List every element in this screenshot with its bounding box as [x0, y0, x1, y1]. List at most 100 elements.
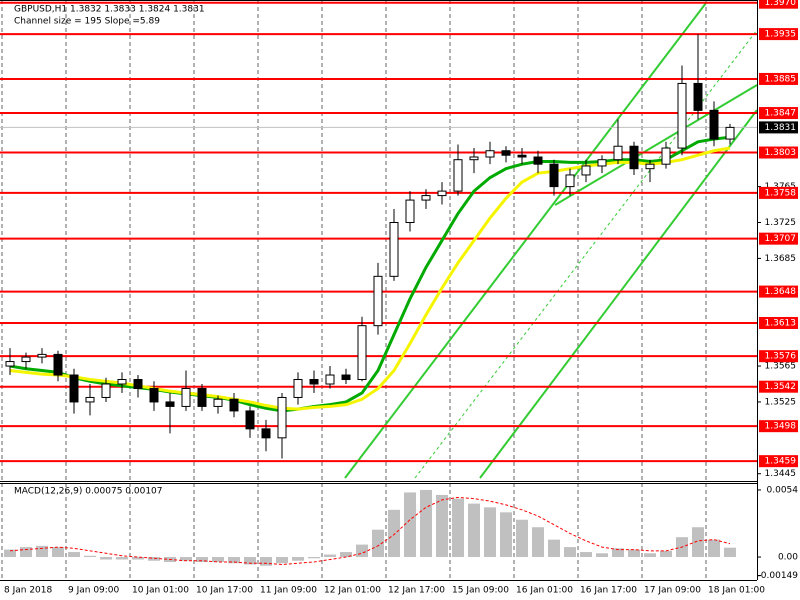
- level-label: 1.3613: [765, 318, 797, 328]
- macd-bar: [324, 554, 336, 558]
- level-label-box: [759, 232, 798, 245]
- last-price-box: [759, 121, 798, 134]
- macd-bar: [404, 492, 416, 558]
- candle-body: [501, 150, 511, 156]
- y-tick-label: 0.0054: [767, 485, 799, 495]
- macd-bar: [84, 555, 96, 558]
- macd-bar: [372, 529, 384, 558]
- x-tick-label: 18 Jan 01:00: [708, 586, 765, 596]
- level-label-box: [759, 186, 798, 199]
- candle-body: [693, 82, 703, 111]
- level-label: 1.3459: [765, 457, 797, 467]
- x-tick-label: 12 Jan 17:00: [388, 586, 445, 596]
- macd-bar: [244, 557, 256, 565]
- macd-bar: [692, 527, 704, 558]
- candle-body: [117, 379, 127, 385]
- candle-body: [485, 150, 495, 158]
- x-tick-label: 16 Jan 17:00: [580, 586, 637, 596]
- level-label-box: [759, 420, 798, 433]
- macd-bar: [308, 557, 320, 559]
- candle-body: [645, 163, 655, 170]
- macd-bar: [20, 547, 32, 558]
- candle-body: [517, 154, 527, 158]
- level-label: 1.3576: [765, 352, 797, 362]
- candle-body: [53, 353, 63, 376]
- macd-bar: [596, 553, 608, 558]
- candle-body: [165, 401, 175, 407]
- level-label-box: [759, 316, 798, 329]
- macd-bar: [116, 557, 128, 560]
- candle-body: [5, 361, 15, 367]
- macd-bar: [564, 547, 576, 558]
- macd-bar: [532, 527, 544, 558]
- x-tick-label: 17 Jan 09:00: [644, 586, 701, 596]
- candle-body: [277, 396, 287, 439]
- macd-bar: [212, 557, 224, 562]
- macd-bar: [132, 557, 144, 560]
- x-tick-label: 10 Jan 01:00: [132, 586, 189, 596]
- level-label: 1.3707: [765, 234, 797, 244]
- candle-body: [709, 109, 719, 140]
- candle-body: [21, 356, 31, 363]
- y-tick-label: 1.3565: [765, 362, 797, 372]
- level-label: 1.3648: [765, 287, 797, 297]
- macd-bar: [340, 552, 352, 558]
- candle-body: [437, 190, 447, 197]
- level-label: 1.3935: [765, 30, 797, 40]
- level-label: 1.3498: [765, 422, 797, 432]
- candle-body: [197, 387, 207, 407]
- macd-bar: [100, 557, 112, 560]
- macd-bar: [516, 519, 528, 558]
- level-label-box: [759, 285, 798, 298]
- level-label-box: [759, 72, 798, 85]
- candle-body: [309, 379, 319, 385]
- level-label: 1.3970: [765, 0, 797, 8]
- level-label-box: [759, 0, 798, 9]
- chart-title: GBPUSD,H1 1.3832 1.3833 1.3824 1.3831: [14, 5, 205, 15]
- level-label-box: [759, 107, 798, 120]
- y-tick-label: -0.00149: [758, 571, 799, 581]
- macd-bar: [420, 489, 432, 558]
- candle-body: [405, 199, 415, 224]
- macd-bar: [4, 549, 16, 558]
- x-tick-label: 16 Jan 01:00: [516, 586, 573, 596]
- channel-line: [554, 84, 758, 206]
- macd-bar: [180, 557, 192, 561]
- candle-body: [597, 159, 607, 167]
- y-tick-label: 0.00: [778, 553, 798, 563]
- level-label: 1.3542: [765, 382, 797, 392]
- macd-bar: [436, 494, 448, 558]
- candle-body: [549, 163, 559, 188]
- level-label-box: [759, 146, 798, 159]
- macd-bar: [660, 550, 672, 558]
- macd-bar: [484, 507, 496, 558]
- level-label: 1.3847: [765, 109, 797, 119]
- y-tick-label: 1.3685: [765, 254, 797, 264]
- macd-bar: [708, 539, 720, 558]
- candle-body: [677, 82, 687, 149]
- last-price-label: 1.3831: [765, 123, 797, 133]
- moving-average: [9, 135, 731, 413]
- y-tick-label: 1.3525: [765, 397, 797, 407]
- macd-bar: [52, 547, 64, 558]
- y-tick-label: 1.3725: [765, 218, 797, 228]
- macd-bar: [452, 498, 464, 558]
- macd-bar: [148, 557, 160, 561]
- candle-body: [581, 165, 591, 176]
- level-label-box: [759, 350, 798, 363]
- candle-body: [213, 398, 223, 407]
- level-label: 1.3758: [765, 188, 797, 198]
- chart-subtitle: Channel size = 195 Slope =5.89: [14, 17, 160, 27]
- candle-body: [181, 387, 191, 407]
- candle-body: [357, 325, 367, 381]
- candle-body: [149, 387, 159, 403]
- candle-body: [341, 374, 351, 381]
- macd-bar: [548, 539, 560, 558]
- level-label: 1.3885: [765, 74, 797, 84]
- macd-bar: [724, 547, 736, 558]
- macd-bar: [356, 544, 368, 558]
- macd-bar: [580, 552, 592, 558]
- candle-body: [373, 275, 383, 327]
